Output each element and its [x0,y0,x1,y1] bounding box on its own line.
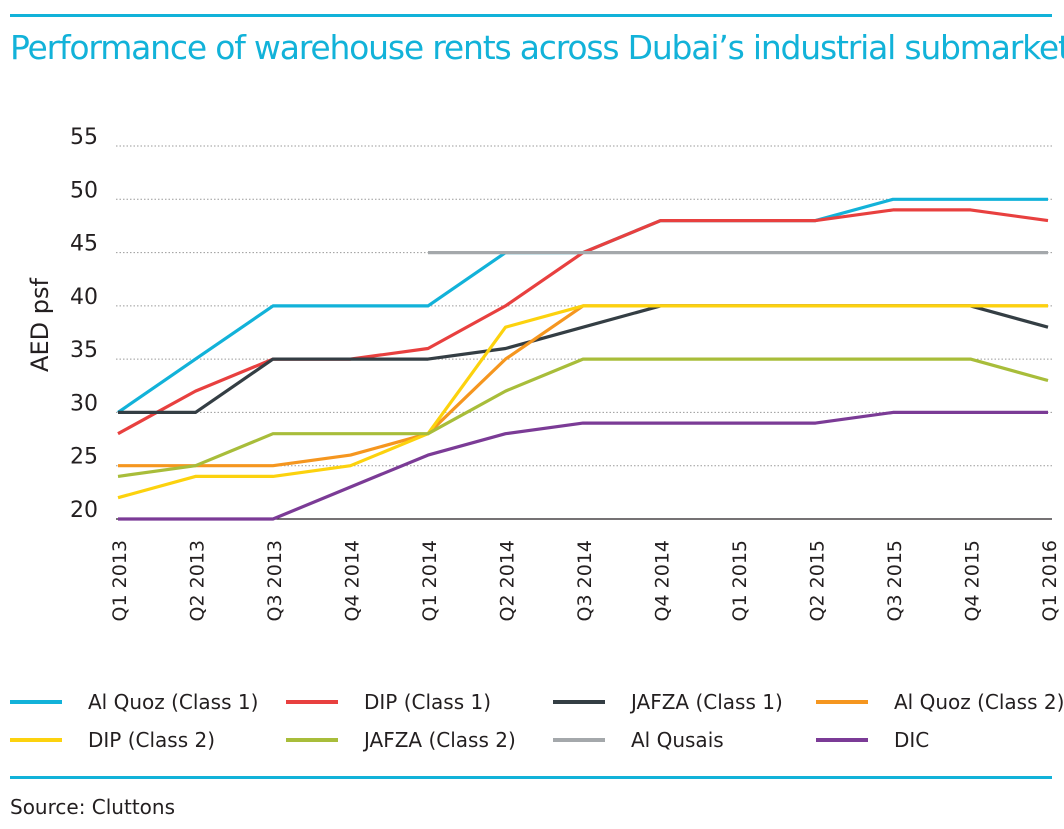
legend-swatch [286,700,338,704]
gridlines [116,145,1052,520]
legend-label: Al Qusais [631,728,724,752]
x-tick-label: Q2 2014 [497,540,519,621]
x-tick-label: Q3 2014 [574,540,596,621]
x-tick-label: Q4 2015 [962,540,984,621]
legend-swatch [816,738,868,742]
series-line-dip-class-1 [117,208,1049,436]
series-lines [117,197,1049,521]
x-tick-label: Q3 2013 [264,540,286,621]
legend-label: DIC [894,728,930,752]
series-line-jafza-class-2 [117,357,1049,478]
legend-item: DIC [816,724,929,756]
source-note: Source: Cluttons [10,795,175,819]
x-tick-label: Q3 2015 [884,540,906,621]
legend-swatch [553,738,605,742]
legend-item: DIP (Class 1) [286,686,491,718]
y-tick-label: 45 [70,232,98,257]
legend-label: Al Quoz (Class 2) [894,690,1064,714]
top-rule [10,14,1052,17]
legend-label: DIP (Class 1) [364,690,492,714]
legend-swatch [10,700,62,704]
legend-swatch [10,738,62,742]
series-line-dic [118,410,1048,521]
legend-label: DIP (Class 2) [88,728,216,752]
y-tick-label: 30 [70,391,98,416]
y-tick-label: 40 [70,285,98,310]
legend-item: Al Qusais [553,724,724,756]
y-tick-label: 35 [70,338,98,363]
legend-item: Al Quoz (Class 2) [816,686,1064,718]
legend-swatch [286,738,338,742]
y-tick-label: 55 [70,125,98,150]
x-tick-label: Q4 2014 [342,540,364,621]
series-line-dip-class-2 [117,304,1048,500]
legend-item: JAFZA (Class 2) [286,724,516,756]
x-tick-label: Q2 2015 [807,540,829,621]
legend-swatch [816,700,868,704]
bottom-rule [10,776,1052,779]
x-tick-label: Q1 2015 [729,540,751,621]
y-axis-ticks: 20 25 30 35 40 45 50 55 [70,125,98,523]
x-axis-ticks: Q1 2013 Q2 2013 Q3 2013 Q4 2014 Q1 2014 Q2 20… [109,540,1061,621]
legend-label: JAFZA (Class 2) [364,728,516,752]
legend-item: DIP (Class 2) [10,724,215,756]
x-tick-label: Q2 2013 [187,540,209,621]
y-axis-label: AED psf [26,278,54,372]
x-tick-label: Q1 2014 [419,540,441,621]
legend-label: JAFZA (Class 1) [631,690,783,714]
legend-item: JAFZA (Class 1) [553,686,783,718]
legend-item: Al Quoz (Class 1) [10,686,258,718]
y-tick-label: 25 [70,445,98,470]
y-tick-label: 50 [70,178,98,203]
x-tick-label: Q1 2013 [109,540,131,621]
x-tick-label: Q1 2016 [1039,540,1061,621]
y-tick-label: 20 [70,498,98,523]
x-tick-label: Q4 2014 [652,540,674,621]
legend-label: Al Quoz (Class 1) [88,690,259,714]
legend-swatch [553,700,605,704]
chart-title: Performance of warehouse rents across Du… [10,28,1064,67]
